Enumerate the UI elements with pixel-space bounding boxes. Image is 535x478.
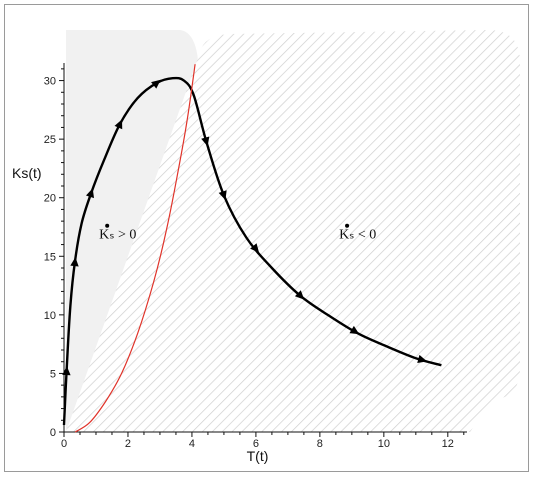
x-tick-label: 8 bbox=[317, 438, 323, 450]
x-tick-label: 10 bbox=[378, 438, 390, 450]
direction-arrow-marker bbox=[201, 136, 210, 147]
region-label-positive: Kₛ > 0 bbox=[99, 228, 136, 243]
x-tick-label: 4 bbox=[189, 438, 195, 450]
y-tick-label: 25 bbox=[44, 134, 56, 146]
trajectory-curve bbox=[62, 76, 442, 426]
y-tick-label: 10 bbox=[44, 310, 56, 322]
direction-arrow-marker bbox=[62, 366, 71, 376]
region-negative-hatch bbox=[66, 30, 520, 432]
x-axis-label: T(t) bbox=[247, 448, 269, 464]
direction-arrow-marker bbox=[250, 243, 260, 253]
x-tick-label: 0 bbox=[61, 438, 67, 450]
direction-arrow-marker bbox=[70, 257, 79, 267]
y-tick-label: 20 bbox=[44, 193, 56, 205]
y-tick-label: 0 bbox=[50, 427, 56, 439]
labels: T(t) Ks(t) Kₛ > 0 Kₛ < 0 bbox=[12, 165, 376, 464]
x-tick-label: 6 bbox=[253, 438, 259, 450]
y-axis-label: Ks(t) bbox=[12, 165, 42, 181]
curves bbox=[62, 64, 442, 433]
x-tick-label: 2 bbox=[125, 438, 131, 450]
region-label-dot bbox=[105, 223, 110, 228]
y-tick-label: 15 bbox=[44, 251, 56, 263]
boundary-curve bbox=[74, 64, 196, 433]
y-tick-label: 30 bbox=[44, 76, 56, 88]
y-tick-label: 5 bbox=[50, 368, 56, 380]
shaded-regions bbox=[66, 30, 520, 432]
direction-arrow-marker bbox=[218, 190, 227, 201]
direction-arrow-marker bbox=[349, 325, 360, 335]
direction-arrow-marker bbox=[294, 290, 305, 300]
x-tick-label: 12 bbox=[442, 438, 454, 450]
region-label-dot bbox=[345, 223, 350, 228]
direction-arrow-marker bbox=[151, 79, 161, 89]
direction-arrow-marker bbox=[417, 354, 428, 363]
direction-arrow-marker bbox=[114, 119, 123, 130]
region-label-negative: Kₛ < 0 bbox=[339, 228, 376, 243]
direction-arrow-marker bbox=[85, 188, 95, 199]
axes: 0 2 4 6 8 10 12 0 5 10 15 20 25 30 bbox=[44, 63, 467, 450]
